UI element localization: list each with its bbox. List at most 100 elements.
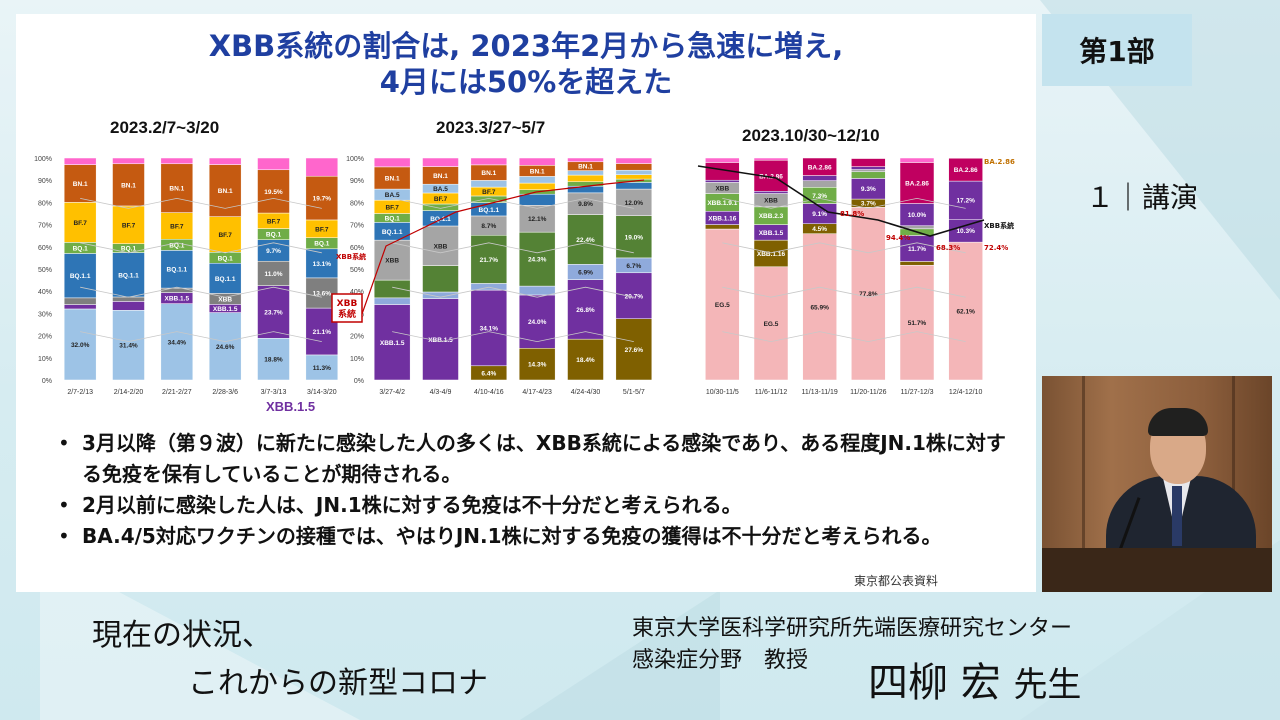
bar-segment xyxy=(208,157,242,165)
bar-label: XBB xyxy=(715,185,729,192)
bullet-text: BA.4/5対応ワクチンの接種では、やはりJN.1株に対する免疫の獲得は不十分だ… xyxy=(82,524,942,548)
bar-label: 22.4% xyxy=(576,237,595,244)
bar-segment xyxy=(705,228,740,381)
bar-segment xyxy=(160,157,194,165)
x-category-label: 10/30-11/5 xyxy=(706,389,739,396)
bar-segment xyxy=(208,262,242,294)
bar-segment xyxy=(470,289,508,367)
bar-segment xyxy=(373,157,411,168)
bar-label: BN.1 xyxy=(385,175,400,182)
chart2-title: 2023.3/27~5/7 xyxy=(436,118,546,137)
bar-label: BN.1 xyxy=(121,182,136,189)
bullet-text: 2月以前に感染した人は、JN.1株に対する免疫は不十分だと考えられる。 xyxy=(82,493,742,517)
bar-segment xyxy=(615,169,653,175)
x-category-label: 11/20-11/26 xyxy=(850,389,886,396)
connector-line xyxy=(392,197,634,209)
bar-segment xyxy=(422,203,459,211)
bar-segment xyxy=(470,180,508,188)
bar-label: 9.1% xyxy=(812,211,827,218)
bar-label: 13.6% xyxy=(313,290,332,297)
bar-segment xyxy=(257,338,290,381)
bar-label: BQ.1.1 xyxy=(479,207,500,214)
y-tick-label: 20% xyxy=(350,334,364,341)
bar-label: 34.4% xyxy=(168,339,187,346)
bar-label: 34.1% xyxy=(480,325,499,332)
bar-segment xyxy=(851,158,886,167)
line-value-label: 94.4% xyxy=(886,234,910,242)
bar-label: XBB.1.16 xyxy=(708,215,737,222)
bullet-text: 3月以降（第９波）に新たに感染した人の多くは、XBB系統による感染であり、ある程… xyxy=(82,431,1006,486)
x-category-label: 4/10-4/16 xyxy=(474,389,504,396)
xbb-series-label: XBB系統 xyxy=(984,221,1014,230)
podium xyxy=(1042,548,1272,592)
bar-segment xyxy=(63,297,97,305)
bar-label: BF.7 xyxy=(385,204,399,211)
slide-title-line1: XBB系統の割合は, 2023年2月から急速に増え, xyxy=(208,29,844,63)
speaker-name-block: 四柳 宏 先生 xyxy=(868,650,1081,708)
xbb-annotation-text: 系統 xyxy=(338,308,356,320)
source-note: 東京都公表資料 xyxy=(854,574,939,588)
connector-line xyxy=(722,331,966,343)
connector-line xyxy=(722,286,966,298)
bar-label: BA.5 xyxy=(385,192,400,199)
bar-label: 4.5% xyxy=(812,226,827,233)
x-category-label: 12/4-12/10 xyxy=(949,389,983,396)
bar-segment xyxy=(470,195,508,203)
bar-label: 23.7% xyxy=(264,309,283,316)
bar-label: BF.7 xyxy=(267,218,281,225)
bar-segment xyxy=(373,297,411,305)
connector-line xyxy=(80,331,322,343)
bar-label: 24.6% xyxy=(216,344,235,351)
bar-label: 10.0% xyxy=(908,212,927,219)
bar-label: BQ.1 xyxy=(266,232,282,239)
speaker-affiliation: 東京大学医科学研究所先端医療研究センター xyxy=(632,616,1073,641)
x-category-label: 4/3-4/9 xyxy=(430,389,452,396)
bar-label: 6.9% xyxy=(578,269,593,276)
bar-segment xyxy=(305,157,339,177)
bar-segment xyxy=(615,182,653,190)
bar-label: XBB xyxy=(764,198,778,205)
speaker-hair xyxy=(1148,408,1208,436)
bar-segment xyxy=(63,157,97,165)
bar-segment xyxy=(518,205,556,233)
bar-label: EG.5 xyxy=(764,321,779,328)
bar-label: 8.7% xyxy=(481,223,496,230)
bar-segment xyxy=(257,260,290,286)
bar-label: 62.1% xyxy=(956,309,975,316)
bar-label: 9.7% xyxy=(266,248,281,255)
bar-label: XBB xyxy=(434,243,448,250)
bar-label: BN.1 xyxy=(169,186,184,193)
bar-segment xyxy=(615,163,653,171)
bar-label: BQ.1 xyxy=(314,241,330,248)
bar-segment xyxy=(802,180,837,188)
xbb-share-line xyxy=(697,165,985,237)
line-value-label: 72.4% xyxy=(984,244,1008,252)
y-tick-label: 100% xyxy=(34,156,52,163)
bar-segment xyxy=(112,157,145,165)
bar-segment xyxy=(899,264,935,381)
bar-label: BN.1 xyxy=(481,170,496,177)
bar-segment xyxy=(567,170,604,176)
bar-segment xyxy=(567,174,604,183)
bar-label: 11.3% xyxy=(313,365,331,372)
bar-label: BF.7 xyxy=(482,189,496,196)
bar-label: 31.4% xyxy=(119,343,138,350)
bar-label: 10.3% xyxy=(956,228,975,235)
x-category-label: 3/7-3/13 xyxy=(261,389,287,396)
bar-segment xyxy=(948,180,983,220)
bar-segment xyxy=(899,261,935,266)
bar-label: 24.0% xyxy=(528,319,547,326)
speaker-tie xyxy=(1172,486,1182,546)
bar-label: BQ.1 xyxy=(73,245,89,252)
bar-label: 51.7% xyxy=(908,320,927,327)
bar-label: BQ.1.1 xyxy=(70,273,91,280)
connector-line xyxy=(80,242,322,254)
bar-segment xyxy=(851,166,886,170)
y-tick-label: 40% xyxy=(38,289,52,296)
bar-segment xyxy=(615,318,653,381)
bullet-marker: • xyxy=(58,524,70,548)
bar-segment xyxy=(851,169,886,173)
connector-line xyxy=(392,331,634,343)
x-category-label: 2/7-2/13 xyxy=(67,389,93,396)
y-tick-label: 50% xyxy=(350,267,364,274)
